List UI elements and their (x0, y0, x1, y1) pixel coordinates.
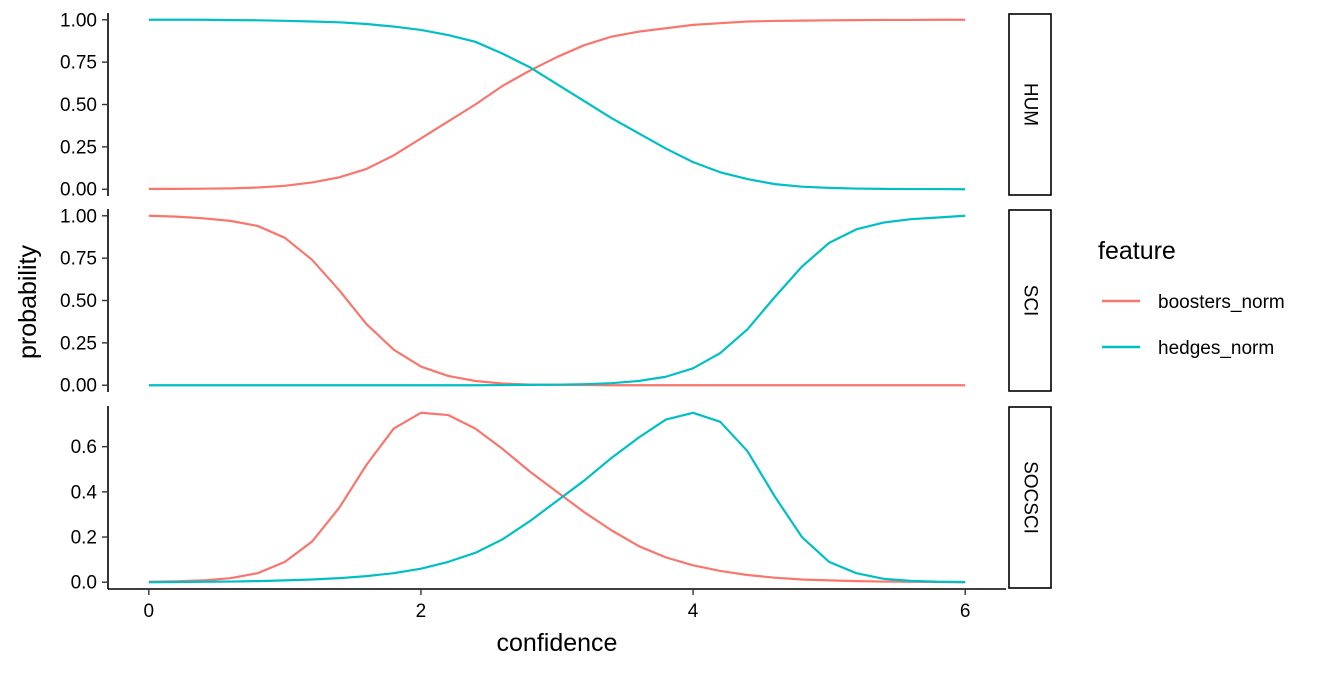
y-tick-label: 0.75 (60, 249, 97, 270)
y-tick-label: 0.00 (60, 180, 97, 201)
strip-box-sci (1008, 209, 1052, 392)
series-line-hedges-norm-socsci (148, 411, 966, 584)
y-tick-label: 0.2 (71, 528, 97, 549)
y-tick-label: 1.00 (60, 10, 97, 31)
strip-label-sci: SCI (1020, 285, 1041, 317)
strip-label-socsci: SOCSCI (1020, 461, 1041, 534)
legend-label-hedges-norm: hedges_norm (1158, 338, 1274, 359)
y-axis-title: probability (14, 245, 42, 359)
strip-sci: SCI (1008, 209, 1052, 392)
panel-socsci: 0.0 0.2 0.4 0.6 SOCSCI (71, 406, 1052, 594)
strip-socsci: SOCSCI (1008, 406, 1052, 589)
y-tick-label: 0.25 (60, 333, 97, 354)
panel-hum: 0.00 0.25 0.50 0.75 1.00 HUM (60, 10, 1052, 201)
legend: feature boosters_norm hedges_norm (1098, 237, 1285, 359)
strip-box-hum (1008, 13, 1052, 196)
x-tick-label: 2 (416, 601, 427, 622)
strip-hum: HUM (1008, 13, 1052, 196)
panel-sci: 0.00 0.25 0.50 0.75 1.00 SCI (60, 206, 1052, 397)
strip-label-hum: HUM (1020, 83, 1041, 126)
series-line-hedges-norm-sci (148, 214, 966, 387)
series-line-boosters-norm-sci (148, 214, 966, 387)
y-tick-label: 0.0 (71, 573, 97, 594)
x-tick-label: 0 (144, 601, 155, 622)
x-tick-label: 6 (960, 601, 971, 622)
legend-item-hedges-norm: hedges_norm (1102, 338, 1274, 359)
series-line-hedges-norm-hum (148, 18, 966, 191)
y-tick-label: 0.6 (71, 437, 97, 458)
panels-layer: 0.00 0.25 0.50 0.75 1.00 HUM 0.00 0.25 0.50 0.75 1… (60, 10, 1052, 594)
y-tick-label: 0.4 (71, 482, 98, 503)
legend-item-boosters-norm: boosters_norm (1102, 292, 1285, 313)
x-axis: 0 2 4 6 (108, 588, 1006, 622)
series-line-boosters-norm-hum (148, 18, 966, 190)
x-axis-title: confidence (497, 629, 618, 657)
y-tick-label: 0.75 (60, 53, 97, 74)
x-tick-label: 4 (688, 601, 699, 622)
legend-label-boosters-norm: boosters_norm (1158, 292, 1285, 313)
y-tick-label: 0.50 (60, 291, 97, 312)
legend-title: feature (1098, 237, 1176, 265)
y-tick-label: 0.00 (60, 376, 97, 397)
y-tick-label: 1.00 (60, 206, 97, 227)
y-tick-label: 0.50 (60, 95, 97, 116)
strip-box-socsci (1008, 406, 1052, 589)
series-line-boosters-norm-socsci (148, 411, 966, 584)
y-tick-label: 0.25 (60, 137, 97, 158)
